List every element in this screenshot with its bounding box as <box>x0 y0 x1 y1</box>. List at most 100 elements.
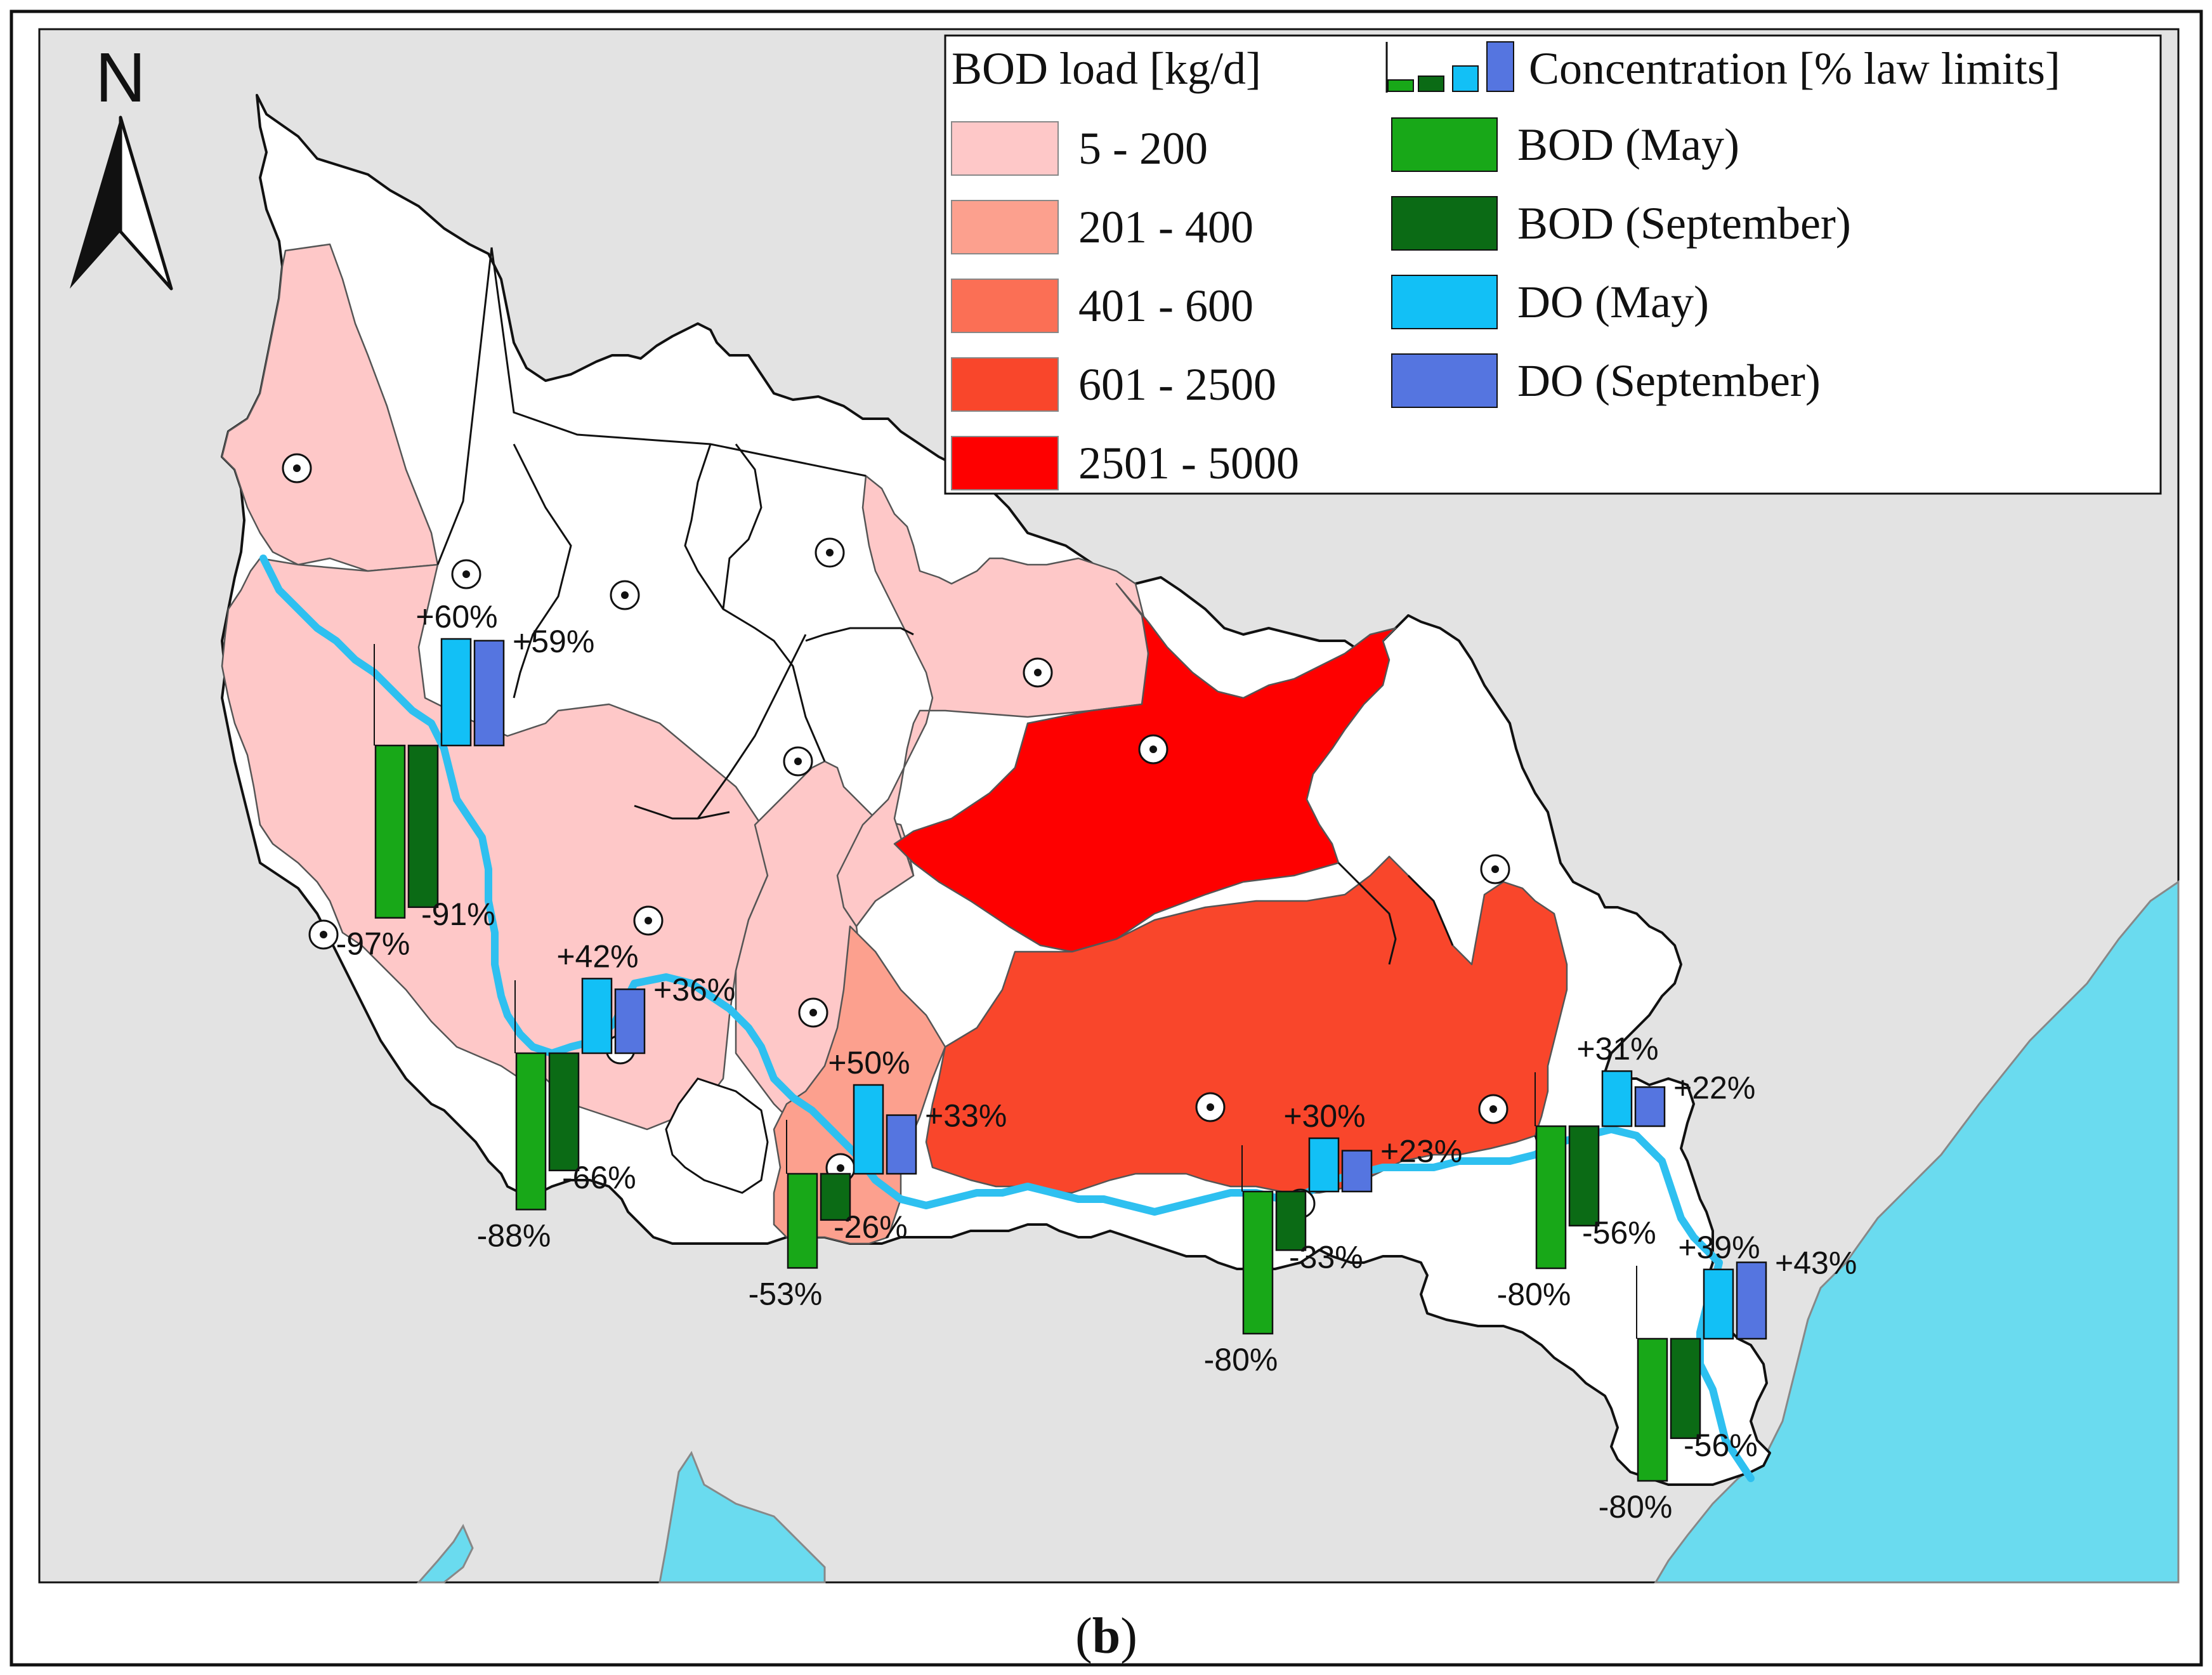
glyph-bar-bod-may <box>374 744 406 919</box>
legend-load-label: 5 - 200 <box>1078 123 1208 174</box>
glyph-bar-do-may <box>581 978 613 1054</box>
legend-series-swatch <box>1391 196 1498 251</box>
glyph-label-do-sep: +43% <box>1775 1245 1857 1281</box>
glyph-bar-bod-sep <box>1670 1337 1701 1440</box>
station-glyph: -97% -91% +60% +59% <box>336 599 595 962</box>
station-marker-dot <box>621 591 629 599</box>
legend-series-label: BOD (September) <box>1517 198 1851 249</box>
glyph-bar-do-sep <box>1736 1261 1767 1340</box>
north-arrow: N <box>70 39 173 291</box>
north-label: N <box>95 39 145 117</box>
legend-load-classes: 5 - 200 201 - 400 401 - 600 601 - 2500 2501 … <box>951 121 1299 490</box>
glyph-bar-bod-sep <box>1275 1190 1307 1251</box>
glyph-label-bod-may: -53% <box>749 1276 823 1311</box>
glyph-label-bod-sep: -56% <box>1684 1428 1758 1463</box>
subbasin-north-central <box>836 475 1149 928</box>
glyph-bar-do-may <box>1308 1137 1340 1193</box>
lake-southwest <box>416 1523 474 1584</box>
legend-series-label: DO (September) <box>1517 355 1821 406</box>
legend-conc-title: Concentration [% law limits] <box>1529 43 2060 94</box>
legend-load-swatch <box>951 357 1059 412</box>
glyph-bar-bod-may <box>1242 1190 1274 1335</box>
glyph-bar-do-sep <box>1634 1086 1666 1127</box>
panel-label: (b) <box>1075 1608 1137 1664</box>
glyph-label-do-may: +39% <box>1678 1230 1760 1265</box>
station-marker-dot <box>645 917 652 924</box>
legend-series-label: BOD (May) <box>1517 119 1739 170</box>
legend-series-swatch <box>1391 117 1498 172</box>
lake-south <box>658 1450 826 1584</box>
glyph-bar-do-sep <box>473 640 505 747</box>
sea <box>1654 880 2180 1584</box>
station-glyph: -80% -56% +39% +43% <box>1599 1230 1857 1525</box>
glyph-label-do-sep: +33% <box>925 1098 1007 1134</box>
station-glyph: -88% -66% +42% +36% <box>477 938 736 1253</box>
glyph-label-bod-sep: -66% <box>562 1160 636 1195</box>
legend-load-swatch <box>951 436 1059 490</box>
station-marker-dot <box>837 1164 844 1172</box>
glyph-bar-bod-sep <box>548 1052 580 1172</box>
legend-load-swatch <box>951 279 1059 333</box>
legend-load-label: 2501 - 5000 <box>1078 438 1299 489</box>
glyph-label-do-sep: +22% <box>1673 1070 1755 1105</box>
concentration-icon <box>1385 41 1514 93</box>
glyph-label-do-may: +50% <box>828 1045 910 1081</box>
glyph-bar-bod-sep <box>820 1172 851 1221</box>
glyph-bar-do-may <box>1601 1070 1633 1127</box>
glyph-bar-bod-sep <box>1568 1125 1600 1227</box>
legend-box <box>944 34 2162 495</box>
north-arrow-icon <box>70 117 121 289</box>
glyph-bar-do-may <box>853 1084 884 1175</box>
station-glyph: -80% -56% +31% +22% <box>1497 1031 1756 1312</box>
legend-load-label: 601 - 2500 <box>1078 359 1276 410</box>
station-marker-dot <box>794 758 802 765</box>
glyph-bar-do-may <box>440 638 472 747</box>
glyph-label-bod-may: -80% <box>1497 1277 1571 1312</box>
station-marker-dot <box>809 1009 817 1016</box>
station-marker-dot <box>826 549 834 556</box>
station-marker-dot <box>1034 669 1042 676</box>
river <box>259 555 1755 1482</box>
station-marker-dot <box>320 931 327 938</box>
legend-series-swatch <box>1391 353 1498 408</box>
glyph-label-bod-may: -80% <box>1599 1489 1673 1525</box>
station-marker-dot <box>293 464 301 472</box>
station-marker-dot <box>1149 746 1157 753</box>
glyph-label-bod-sep: -56% <box>1582 1215 1656 1251</box>
legend-load-title: BOD load [kg/d] <box>952 43 1261 94</box>
legend-series-swatch <box>1391 275 1498 329</box>
glyph-label-bod-may: -88% <box>477 1218 551 1253</box>
glyph-label-do-may: +42% <box>556 938 638 974</box>
legend-load-swatch <box>951 200 1059 254</box>
glyph-label-do-may: +60% <box>416 599 497 634</box>
glyph-label-bod-sep: -33% <box>1289 1239 1363 1275</box>
glyph-label-do-may: +31% <box>1576 1031 1658 1067</box>
station-marker-dot <box>462 570 470 578</box>
glyph-label-bod-may: -97% <box>336 926 410 962</box>
glyph-bar-do-sep <box>1341 1150 1373 1193</box>
glyph-bar-bod-may <box>1535 1125 1567 1270</box>
station-marker-dot <box>1491 865 1499 873</box>
glyph-label-do-sep: +23% <box>1380 1134 1462 1169</box>
glyph-label-bod-may: -80% <box>1204 1342 1278 1377</box>
legend-load-label: 401 - 600 <box>1078 280 1253 331</box>
glyph-label-do-may: +30% <box>1283 1098 1365 1134</box>
concentration-bars: -97% -91% +60% +59% -88% -66% +42% +36% -53% -26%… <box>336 599 1857 1525</box>
legend-load-label: 201 - 400 <box>1078 202 1253 253</box>
station-glyph: -80% -33% +30% +23% <box>1204 1098 1463 1377</box>
subbasin-boundaries <box>436 247 1562 1225</box>
glyph-bar-do-sep <box>886 1114 917 1175</box>
subbasin-west <box>221 243 439 572</box>
glyph-label-bod-sep: -26% <box>834 1209 908 1245</box>
station-marker-dot <box>1207 1103 1214 1111</box>
glyph-bar-bod-sep <box>407 744 439 909</box>
glyph-label-bod-sep: -91% <box>421 897 495 932</box>
glyph-bar-do-sep <box>614 988 646 1054</box>
station-marker-dot <box>1489 1105 1497 1113</box>
glyph-bar-bod-may <box>515 1052 547 1211</box>
legend-concentration-series: BOD (May) BOD (September) DO (May) DO (Sept… <box>1391 117 1851 408</box>
glyph-label-do-sep: +36% <box>653 972 735 1008</box>
glyph-bar-bod-may <box>1637 1337 1668 1482</box>
glyph-bar-do-may <box>1703 1268 1734 1340</box>
